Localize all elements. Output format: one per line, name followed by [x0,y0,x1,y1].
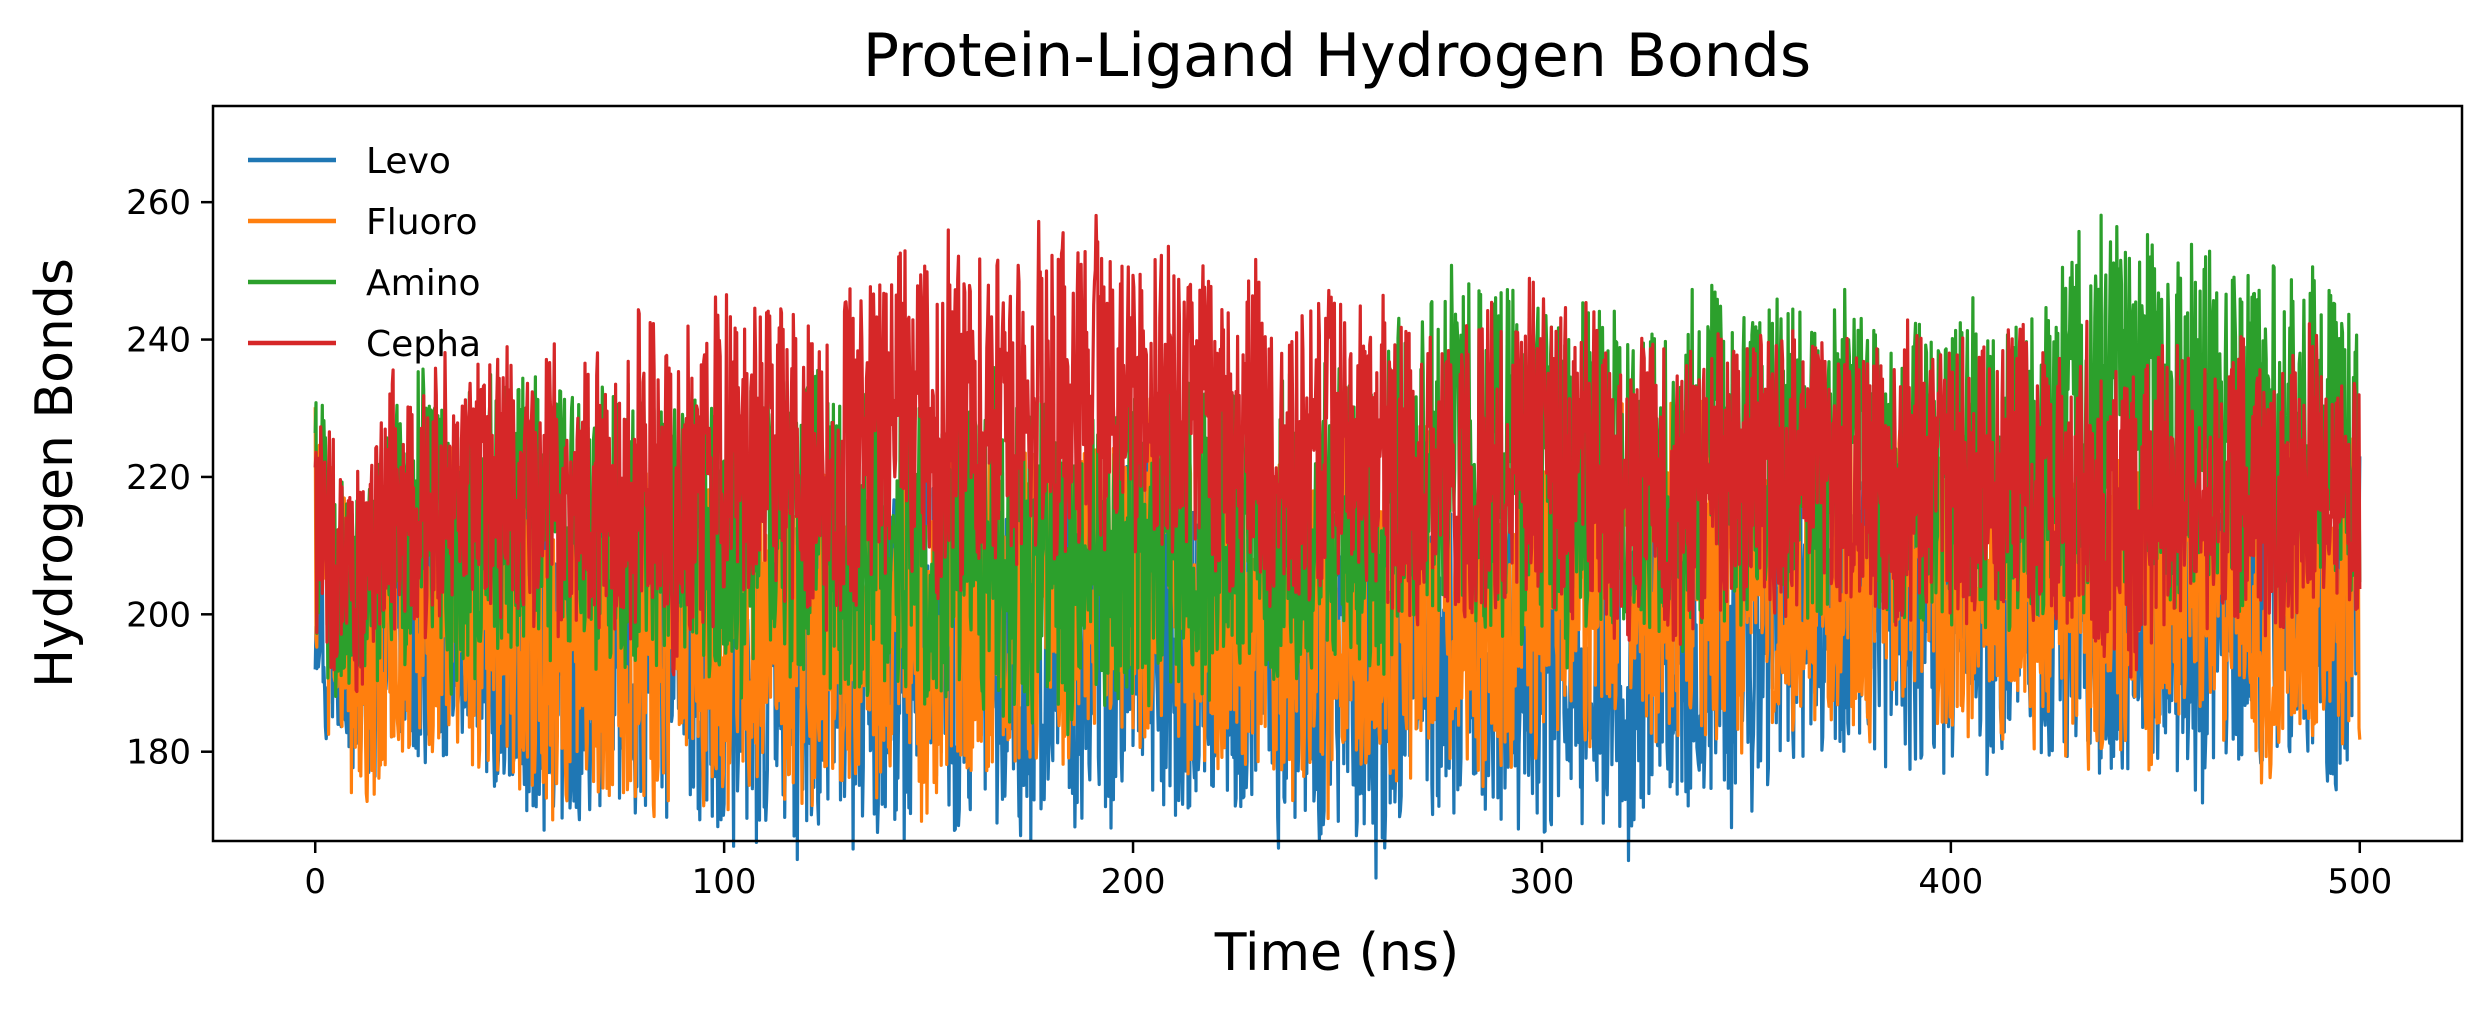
legend-label-cepha: Cepha [366,324,481,365]
x-tick-label: 100 [692,862,757,902]
legend-label-amino: Amino [366,263,481,304]
y-tick-label: 200 [126,595,191,635]
x-tick-label: 0 [304,862,326,902]
x-tick-label: 300 [1510,862,1575,902]
legend-label-fluoro: Fluoro [366,202,478,243]
series-line-cepha [313,213,2362,694]
legend: Levo Fluoro Amino Cepha [248,141,481,365]
x-tick-label: 200 [1101,862,1166,902]
y-tick-label: 180 [126,733,191,773]
x-tick-label: 400 [1918,862,1983,902]
x-axis-title: Time (ns) [1214,923,1459,983]
axis-layer: 0 100 200 300 400 500 180 200 220 240 260 [126,104,2464,902]
legend-label-levo: Levo [366,141,451,182]
chart-title: Protein-Ligand Hydrogen Bonds [863,21,1811,91]
plot-frame [211,104,2464,843]
y-tick-label: 220 [126,458,191,498]
y-axis-title: Hydrogen Bonds [25,258,85,688]
series-layer [313,213,2362,880]
y-tick-label: 240 [126,321,191,361]
y-tick-label: 260 [126,183,191,223]
x-tick-label: 500 [2327,862,2392,902]
